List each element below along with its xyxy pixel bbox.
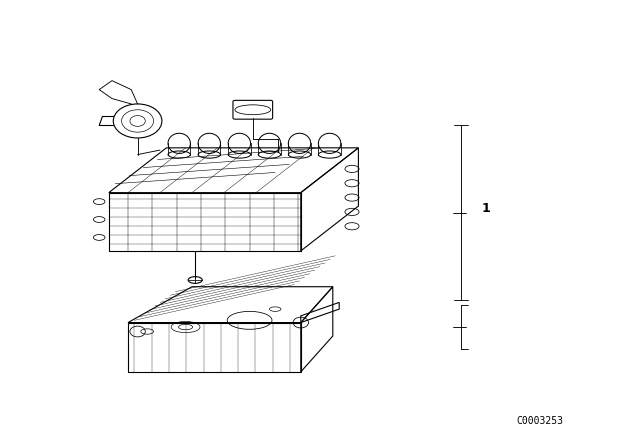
Text: 1: 1	[482, 202, 491, 215]
Text: C0003253: C0003253	[516, 416, 563, 426]
